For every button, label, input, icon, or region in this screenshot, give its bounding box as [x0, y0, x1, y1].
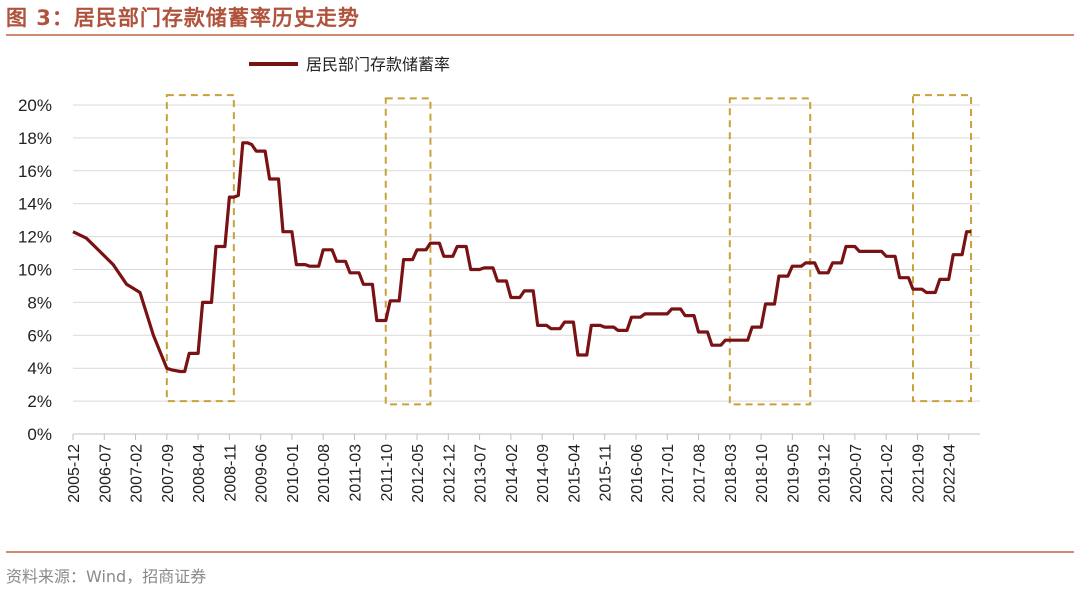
- x-tick-label: 2006-07: [97, 444, 114, 503]
- x-tick-label: 2008-11: [222, 444, 239, 502]
- x-tick-label: 2017-01: [660, 444, 677, 503]
- axes: 0% 2% 4% 6% 8% 10% 12% 14% 16% 18% 20% 2005-12 2006-…: [18, 96, 980, 503]
- y-tick-label: 0%: [27, 425, 52, 444]
- x-tick-label: 2008-04: [191, 444, 208, 503]
- y-tick-label: 20%: [18, 96, 52, 115]
- legend: 居民部门存款储蓄率: [249, 55, 450, 74]
- x-tick-label: 2015-04: [566, 444, 583, 503]
- highlight-box: [165, 94, 235, 403]
- x-tick-label: 2007-09: [160, 444, 177, 503]
- x-tick-label: 2017-08: [692, 444, 709, 503]
- x-tick-label: 2014-09: [535, 444, 552, 503]
- x-tick-label: 2019-05: [785, 444, 802, 503]
- x-tick-label: 2012-12: [441, 444, 458, 503]
- highlight-box: [728, 97, 812, 406]
- legend-label: 居民部门存款储蓄率: [306, 55, 450, 74]
- x-tick-label: 2019-12: [817, 444, 834, 503]
- y-tick-label: 2%: [27, 392, 52, 411]
- highlight-box: [911, 94, 973, 403]
- highlight-box: [384, 97, 432, 406]
- x-tick-label: 2016-06: [629, 444, 646, 503]
- savings-rate-line-chart: 0% 2% 4% 6% 8% 10% 12% 14% 16% 18% 20% 2005-12 2006-…: [18, 55, 980, 503]
- source-note: 资料来源：Wind，招商证券: [6, 567, 207, 586]
- x-tick-label: 2015-11: [598, 444, 615, 502]
- x-tick-label: 2018-03: [723, 444, 740, 503]
- x-tick-label: 2007-02: [129, 444, 146, 503]
- x-tick-label: 2011-10: [379, 444, 396, 502]
- highlight-boxes: [165, 94, 973, 406]
- y-tick-label: 6%: [27, 326, 52, 345]
- x-tick-label: 2018-10: [754, 444, 771, 503]
- x-tick-label: 2010-08: [316, 444, 333, 503]
- footer-rule: [6, 551, 1074, 553]
- x-tick-label: 2014-02: [504, 444, 521, 503]
- x-tick-label: 2022-04: [942, 444, 959, 503]
- x-tick-label: 2021-09: [910, 444, 927, 503]
- x-tick-label: 2009-06: [254, 444, 271, 503]
- x-tick-label: 2005-12: [66, 444, 83, 503]
- figure-title: 图 3：居民部门存款储蓄率历史走势: [6, 6, 360, 30]
- series-layer: [72, 141, 972, 374]
- y-tick-label: 16%: [18, 162, 52, 181]
- x-tick-label: 2013-07: [473, 444, 490, 503]
- x-tick-label: 2021-02: [879, 444, 896, 503]
- x-tick-label: 2020-07: [848, 444, 865, 503]
- x-tick-label: 2011-03: [347, 444, 364, 502]
- title-rule: [6, 34, 1074, 36]
- x-tick-label: 2012-05: [410, 444, 427, 503]
- series-line-savings-rate: [72, 141, 972, 374]
- y-tick-label: 14%: [18, 195, 52, 214]
- y-tick-label: 4%: [27, 359, 52, 378]
- x-tick-label: 2010-01: [285, 444, 302, 503]
- grid-lines: [73, 104, 980, 402]
- y-tick-label: 10%: [18, 261, 52, 280]
- y-tick-label: 8%: [27, 293, 52, 312]
- y-tick-label: 12%: [18, 228, 52, 247]
- y-tick-label: 18%: [18, 129, 52, 148]
